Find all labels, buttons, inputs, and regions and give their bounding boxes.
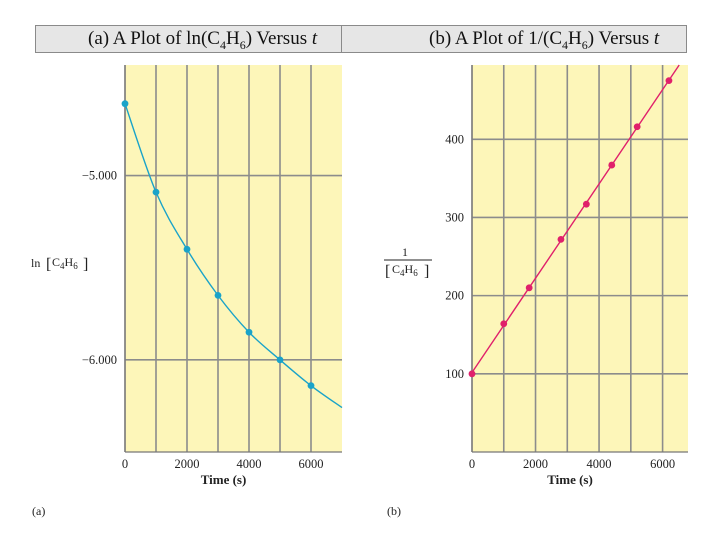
plot-b-point-6 (633, 123, 641, 131)
plot-a-point-6 (307, 382, 315, 390)
title-bar-divider (341, 25, 342, 53)
plot-b-point-2 (525, 284, 533, 292)
plot-b-ytick-label-1: 200 (445, 289, 464, 303)
plot-b-ytick-label-0: 100 (445, 367, 464, 381)
plot-b-ylabel-bracket-open: [ (385, 263, 390, 280)
title-bar (35, 25, 687, 53)
plot-a-ytick-label-0: −5.000 (82, 169, 117, 183)
plot-a-xtick-label-0: 0 (122, 457, 128, 471)
plot-b-ylabel-bracket-close: ] (424, 263, 429, 280)
plot-b-area (472, 65, 688, 452)
plot-a-ylabel-formula: C4H6 (52, 255, 78, 271)
plot-b-xlabel: Time (s) (547, 472, 593, 487)
plot-a-ylabel-ln: ln (31, 256, 40, 270)
plot-b-point-7 (665, 77, 673, 85)
plot-b-ylabel-formula: C4H6 (392, 262, 418, 278)
plot-b-xtick-label-1: 2000 (523, 457, 548, 471)
plot-a-panel-label: (a) (32, 504, 45, 518)
plot-b-ylabel-numerator: 1 (402, 245, 408, 259)
plot-b-point-5 (608, 161, 616, 169)
plot-a-title: (a) A Plot of ln(C4H6) Versus t (88, 28, 318, 52)
plot-b-ytick-label-2: 300 (445, 210, 464, 224)
plot-a-ylabel-bracket-open: [ (46, 256, 51, 273)
plot-b-fit-line (471, 64, 680, 373)
plot-b-ytick-label-3: 400 (445, 132, 464, 146)
plot-b-point-0 (468, 370, 476, 378)
plot-a-xlabel: Time (s) (201, 472, 247, 487)
plot-a-area (125, 65, 342, 452)
plot-b-xtick-label-2: 4000 (587, 457, 612, 471)
plot-a-point-2 (183, 245, 191, 253)
plot-a-xtick-label-2: 4000 (237, 457, 262, 471)
plot-b-panel-label: (b) (387, 504, 401, 518)
plot-b-title: (b) A Plot of 1/(C4H6) Versus t (429, 28, 660, 52)
plot-b-point-3 (557, 235, 565, 243)
plot-b-xtick-label-0: 0 (469, 457, 475, 471)
plot-a-point-0 (121, 100, 129, 108)
plot-a-ytick-label-1: −6.000 (82, 353, 117, 367)
plot-a-xtick-label-1: 2000 (175, 457, 200, 471)
plot-b-point-1 (500, 320, 508, 328)
plot-a-point-5 (276, 356, 284, 364)
plot-b-xtick-label-3: 6000 (650, 457, 675, 471)
plot-b-point-4 (582, 200, 590, 208)
plot-a-point-1 (152, 188, 160, 196)
plot-a-xtick-label-3: 6000 (299, 457, 324, 471)
plot-a-point-3 (214, 291, 222, 299)
plot-a-ylabel-bracket-close: ] (83, 256, 88, 273)
plot-a-ylabel: ln [ (31, 256, 51, 273)
plot-a-point-4 (245, 328, 253, 336)
